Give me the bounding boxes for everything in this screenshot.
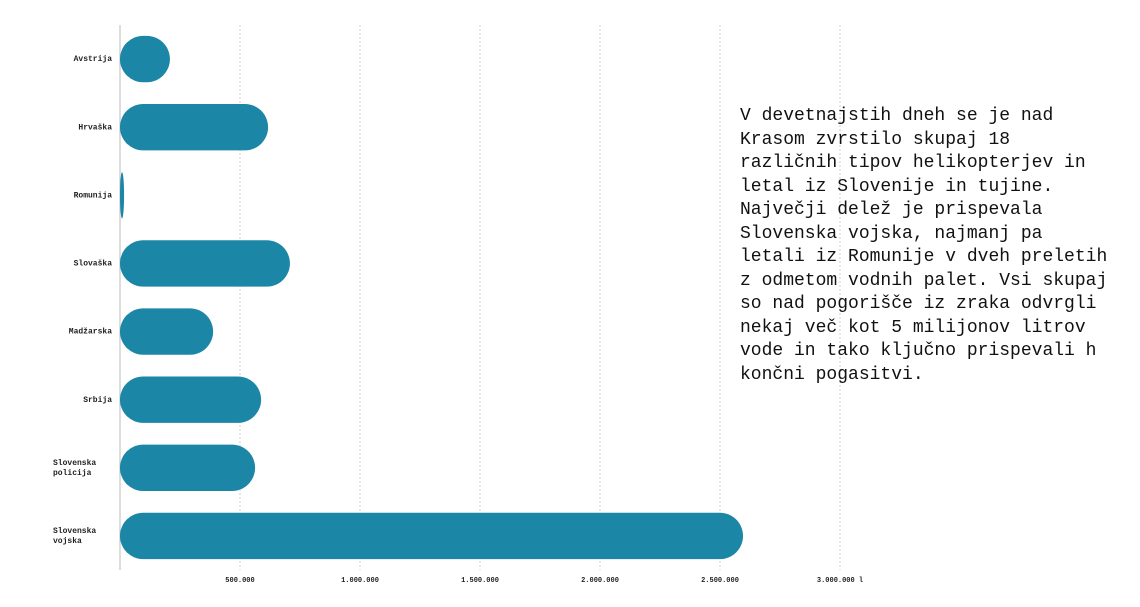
y-tick-label: Srbija (83, 396, 112, 405)
bar (120, 35, 170, 83)
y-tick-label: Slovenska policija (53, 459, 96, 478)
bar (120, 172, 125, 219)
x-tick-label: 1.500.000 (461, 577, 499, 585)
bar (120, 444, 256, 491)
y-tick-label: Romunija (74, 191, 113, 200)
x-tick-label: 2.500.000 (701, 577, 739, 585)
annotation: V devetnajstih dneh se je nad Krasom zvr… (740, 106, 1108, 385)
x-tick-label: 1.000.000 (341, 577, 379, 585)
x-tick-label: 3.000.000 l (817, 577, 863, 585)
y-tick-label: Hrvaška (78, 123, 112, 132)
y-tick-label: Avstrija (74, 55, 113, 64)
bar (120, 104, 269, 151)
bar (120, 376, 262, 423)
y-tick-label: Madžarska (69, 328, 112, 337)
bar (120, 512, 744, 560)
y-tick-label: Slovenska vojska (53, 527, 96, 546)
x-tick-label: 500.000 (225, 577, 254, 585)
x-tick-label: 2.000.000 (581, 577, 619, 585)
bar (120, 240, 290, 287)
y-tick-label: Slovaška (74, 260, 113, 269)
bar (120, 308, 214, 355)
